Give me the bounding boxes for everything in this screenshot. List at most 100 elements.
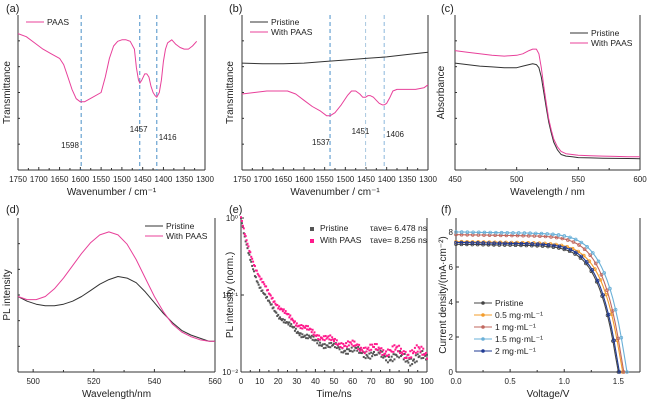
- decay-data-point: [398, 344, 401, 347]
- decay-data-point: [298, 324, 301, 327]
- decay-data-point: [259, 286, 262, 289]
- decay-data-point: [262, 281, 265, 284]
- jv-data-point: [530, 242, 535, 246]
- decay-data-point: [283, 318, 286, 321]
- jv-data-point: [625, 370, 629, 374]
- legend-label: Pristine: [320, 223, 349, 233]
- jv-data-point: [508, 241, 513, 246]
- jv-data-point: [610, 309, 615, 313]
- decay-data-point: [424, 354, 427, 357]
- decay-data-point: [288, 316, 291, 319]
- decay-data-point: [399, 355, 402, 358]
- decay-data-point: [257, 274, 260, 277]
- jv-data-point: [494, 230, 498, 235]
- decay-data-point: [386, 348, 389, 351]
- jv-data-point: [534, 231, 538, 236]
- decay-data-point: [270, 303, 273, 306]
- jv-data-point: [454, 240, 458, 245]
- jv-data-point: [532, 234, 537, 238]
- decay-data-point: [305, 324, 308, 327]
- decay-data-point: [299, 327, 302, 330]
- x-tick-label: 1450: [357, 175, 375, 184]
- decay-data-point: [290, 323, 293, 326]
- decay-data-point: [411, 363, 414, 366]
- y-axis-label: Transmittance: [225, 61, 236, 124]
- x-tick-label: 1700: [254, 175, 272, 184]
- decay-data-point: [275, 311, 278, 314]
- decay-data-point: [249, 251, 252, 254]
- jv-data-point: [543, 234, 548, 239]
- legend-label: Pristine: [591, 28, 620, 38]
- decay-data-point: [336, 343, 339, 346]
- decay-data-point: [398, 356, 401, 359]
- decay-data-point: [324, 334, 327, 337]
- decay-data-point: [400, 351, 403, 354]
- jv-data-point: [541, 242, 545, 247]
- decay-data-point: [360, 348, 363, 351]
- decay-data-point: [369, 343, 372, 346]
- peak-annotation: 1457: [130, 125, 148, 134]
- decay-data-point: [321, 338, 324, 341]
- decay-data-point: [417, 346, 420, 349]
- jv-data-point: [585, 245, 589, 249]
- decay-data-point: [422, 356, 425, 359]
- decay-data-point: [372, 350, 375, 353]
- decay-data-point: [411, 349, 414, 352]
- decay-data-point: [359, 347, 362, 350]
- decay-data-point: [333, 346, 336, 349]
- decay-data-point: [368, 352, 371, 355]
- jv-data-point: [522, 231, 527, 235]
- y-axis-label: Transmittance: [2, 61, 13, 124]
- decay-data-point: [293, 321, 296, 324]
- decay-data-point: [357, 348, 360, 351]
- decay-data-point: [409, 350, 412, 353]
- decay-data-point: [344, 344, 347, 347]
- decay-data-point: [244, 240, 247, 243]
- decay-data-point: [279, 318, 282, 321]
- decay-data-point: [332, 338, 335, 341]
- decay-data-point: [385, 359, 388, 362]
- jv-curve-line: [456, 241, 620, 373]
- jv-data-point: [617, 370, 622, 374]
- legend-marker: [481, 325, 485, 329]
- decay-data-point: [362, 356, 365, 359]
- decay-data-point: [373, 343, 376, 346]
- decay-data-point: [310, 331, 313, 334]
- decay-data-point: [250, 255, 253, 258]
- decay-data-point: [269, 294, 272, 297]
- decay-data-point: [293, 329, 296, 332]
- peak-annotation: 1406: [386, 130, 404, 139]
- series-line: [17, 276, 215, 342]
- y-axis-label: Absorbance: [436, 65, 447, 119]
- decay-data-point: [326, 344, 329, 347]
- decay-data-point: [278, 305, 281, 308]
- decay-data-point: [272, 306, 275, 309]
- jv-data-point: [477, 230, 481, 235]
- jv-data-point: [505, 230, 510, 235]
- x-axis-label: Wavelength/nm: [82, 389, 151, 400]
- decay-data-point: [414, 354, 417, 357]
- legend-marker: [481, 301, 485, 305]
- decay-data-point: [256, 281, 259, 284]
- x-tick-label: 10: [255, 377, 264, 386]
- decay-data-point: [249, 258, 252, 261]
- decay-data-point: [346, 340, 349, 343]
- x-tick-label: 0.5: [505, 377, 517, 386]
- series-line: [17, 231, 215, 342]
- x-tick-label: 1.5: [613, 377, 625, 386]
- decay-data-point: [329, 346, 332, 349]
- jv-data-point: [482, 230, 487, 235]
- decay-data-point: [377, 346, 380, 349]
- decay-data-point: [350, 346, 353, 349]
- decay-data-point: [329, 334, 332, 337]
- x-tick-label: 20: [274, 377, 283, 386]
- decay-data-point: [410, 357, 413, 360]
- decay-data-point: [277, 313, 280, 316]
- series-line: [241, 51, 429, 65]
- decay-data-point: [364, 357, 367, 360]
- legend-label: PAAS: [47, 17, 69, 27]
- decay-data-point: [418, 347, 421, 350]
- decay-data-point: [360, 352, 363, 355]
- decay-data-point: [415, 344, 418, 347]
- x-tick-label: 560: [208, 377, 222, 386]
